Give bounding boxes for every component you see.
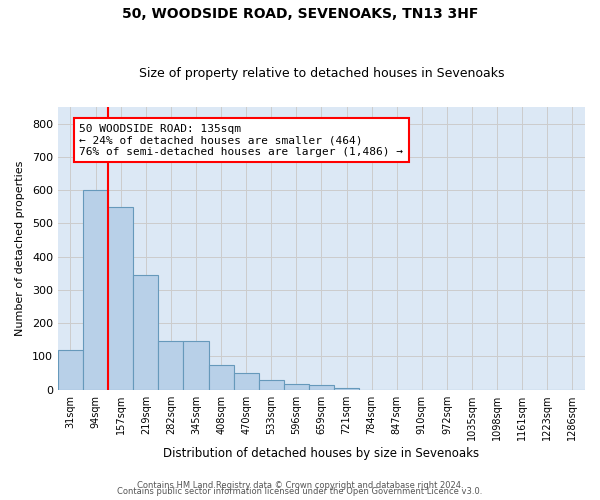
Text: 50, WOODSIDE ROAD, SEVENOAKS, TN13 3HF: 50, WOODSIDE ROAD, SEVENOAKS, TN13 3HF (122, 8, 478, 22)
Title: Size of property relative to detached houses in Sevenoaks: Size of property relative to detached ho… (139, 66, 504, 80)
Bar (309, 385, 334, 390)
Bar (58, 350, 83, 390)
Bar (284, 384, 309, 390)
X-axis label: Distribution of detached houses by size in Sevenoaks: Distribution of detached houses by size … (163, 447, 479, 460)
Bar (184, 342, 209, 390)
Text: Contains public sector information licensed under the Open Government Licence v3: Contains public sector information licen… (118, 487, 482, 496)
Bar (209, 365, 233, 390)
Text: 50 WOODSIDE ROAD: 135sqm
← 24% of detached houses are smaller (464)
76% of semi-: 50 WOODSIDE ROAD: 135sqm ← 24% of detach… (79, 124, 403, 157)
Y-axis label: Number of detached properties: Number of detached properties (15, 160, 25, 336)
Bar (233, 373, 259, 390)
Bar (83, 190, 108, 390)
Bar (158, 342, 184, 390)
Bar (259, 380, 284, 390)
Text: Contains HM Land Registry data © Crown copyright and database right 2024.: Contains HM Land Registry data © Crown c… (137, 481, 463, 490)
Bar (334, 388, 359, 390)
Bar (133, 275, 158, 390)
Bar (108, 207, 133, 390)
